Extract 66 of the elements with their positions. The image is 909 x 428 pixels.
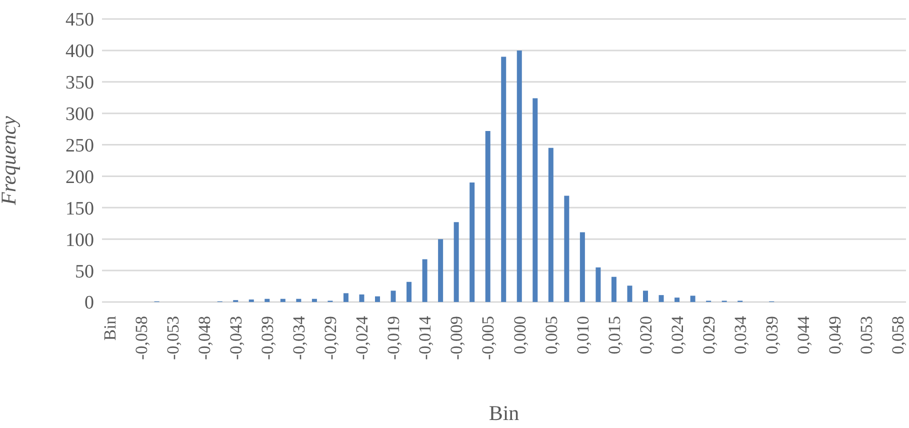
bar: [690, 296, 696, 302]
bar: [532, 98, 538, 302]
x-axis-title: Bin: [488, 401, 520, 425]
x-tick-label: -0,043: [226, 316, 246, 360]
x-tick-label: 0,005: [542, 316, 561, 354]
bar: [264, 298, 270, 302]
x-tick-label: Bin: [100, 316, 120, 341]
bar: [438, 239, 444, 302]
y-tick-label: 300: [66, 104, 94, 126]
x-tick-label: -0,034: [290, 316, 309, 360]
bar: [611, 276, 616, 302]
bar: [359, 294, 364, 302]
bar: [674, 298, 680, 302]
bar: [248, 299, 254, 302]
bar: [485, 130, 490, 302]
x-tick-label: -0,039: [258, 316, 278, 360]
x-tick-label: -0,053: [163, 316, 182, 360]
y-tick-label: 400: [66, 41, 94, 62]
bar: [658, 295, 664, 302]
x-tick-label: -0,009: [447, 316, 466, 360]
x-tick-label: -0,014: [416, 316, 435, 360]
y-tick-label: 50: [75, 261, 94, 282]
bar: [343, 293, 348, 302]
x-tick-label: 0,049: [826, 316, 845, 354]
bar: [564, 196, 570, 302]
x-tick-label: 0,053: [857, 316, 876, 354]
bar: [548, 148, 554, 302]
bar: [643, 290, 648, 302]
x-tick-label: 0,029: [699, 316, 718, 354]
bar: [312, 298, 317, 302]
y-axis-title: Frequency: [0, 115, 20, 206]
x-tick-label: 0,058: [888, 316, 908, 354]
bar: [390, 290, 396, 302]
x-tick-label: 0,024: [668, 316, 687, 354]
bar: [627, 286, 632, 302]
y-tick-label: 200: [66, 166, 94, 188]
bar: [406, 282, 412, 302]
y-tick-label: 150: [66, 198, 94, 220]
bar: [580, 232, 585, 302]
bar: [596, 267, 601, 302]
y-tick-label: 450: [66, 10, 94, 31]
bar: [516, 50, 522, 302]
x-tick-label: 0,039: [762, 316, 782, 354]
bar: [375, 296, 380, 302]
x-tick-label: 0,015: [604, 316, 624, 354]
x-tick-label: 0,020: [636, 316, 656, 354]
y-tick-label: 100: [66, 230, 94, 251]
x-tick-label: -0,005: [478, 316, 498, 360]
y-tick-label: 250: [66, 136, 94, 157]
bar: [470, 182, 475, 302]
bar: [422, 259, 428, 302]
x-tick-label: -0,029: [321, 316, 340, 360]
x-tick-label: -0,058: [132, 316, 151, 360]
bar: [454, 222, 459, 302]
x-tick-label: 0,000: [510, 316, 530, 354]
x-tick-label: 0,010: [573, 316, 592, 354]
bar: [296, 298, 302, 302]
bar: [280, 298, 286, 302]
x-tick-label: -0,019: [384, 316, 404, 360]
x-tick-label: 0,044: [794, 316, 814, 354]
x-tick-label: -0,024: [352, 316, 372, 360]
x-tick-label: -0,048: [194, 316, 214, 360]
x-tick-label: 0,034: [730, 316, 750, 354]
y-tick-label: 0: [84, 292, 94, 314]
y-tick-label: 350: [66, 72, 94, 94]
bar: [501, 56, 506, 302]
